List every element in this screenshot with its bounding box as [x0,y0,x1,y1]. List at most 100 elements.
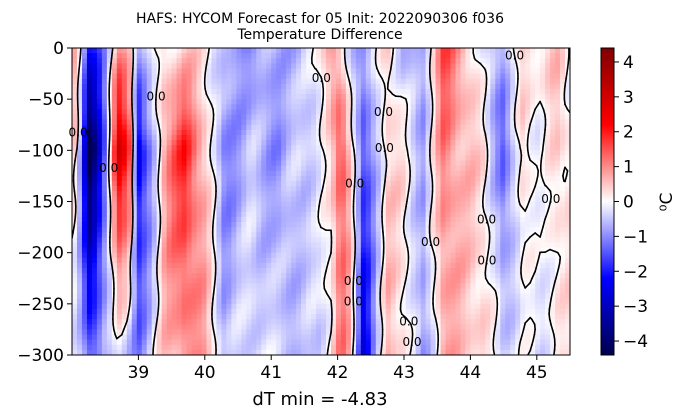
heatmap-cell [196,191,203,197]
heatmap-cell [101,119,108,126]
heatmap-cell [211,73,218,80]
heatmap-cell [286,155,292,162]
heatmap-cell [330,119,337,126]
heatmap-cell [291,201,297,208]
heatmap-cell [355,278,362,284]
heatmap-cell [276,165,282,172]
heatmap-cell [515,232,521,238]
heatmap-cell [146,170,153,177]
heatmap-cell [106,288,113,295]
heatmap-cell [390,88,397,95]
heatmap-cell [161,196,168,203]
heatmap-cell [286,181,292,187]
heatmap-cell [540,257,546,264]
heatmap-cell [500,124,506,131]
heatmap-cell [126,155,133,162]
heatmap-cell [91,237,98,244]
heatmap-cell [390,227,397,233]
heatmap-cell [276,227,282,233]
heatmap-cell [345,278,352,284]
heatmap-cell [495,114,501,121]
heatmap-cell [410,63,417,70]
heatmap-cell [211,48,218,54]
heatmap-cell [261,114,267,121]
heatmap-cell [141,191,148,197]
heatmap-cell [345,257,352,264]
heatmap-cell [400,181,407,187]
heatmap-cell [76,262,83,269]
heatmap-cell [211,293,218,300]
heatmap-cell [86,124,93,131]
heatmap-cell [231,257,237,264]
heatmap-cell [141,53,148,59]
heatmap-cell [141,242,148,249]
heatmap-cell [355,58,362,64]
heatmap-cell [176,257,183,264]
heatmap-cell [345,262,352,269]
heatmap-cell [385,186,392,192]
heatmap-cell [455,88,462,95]
heatmap-cell [415,150,422,157]
heatmap-cell [405,109,412,116]
heatmap-cell [550,216,556,223]
heatmap-cell [266,165,272,172]
heatmap-cell [206,78,213,85]
heatmap-cell [450,216,457,223]
heatmap-cell [525,211,531,218]
heatmap-cell [241,221,247,228]
heatmap-cell [455,170,462,177]
heatmap-cell [445,298,452,305]
heatmap-cell [281,165,287,172]
heatmap-cell [176,211,183,218]
heatmap-cell [141,94,148,100]
heatmap-cell [550,232,556,238]
heatmap-cell [231,78,237,85]
heatmap-cell [176,216,183,223]
heatmap-cell [330,78,337,85]
heatmap-cell [176,73,183,80]
heatmap-cell [311,227,317,233]
heatmap-cell [146,211,153,218]
heatmap-cell [410,160,417,167]
heatmap-cell [151,227,158,233]
heatmap-cell [191,68,198,75]
heatmap-cell [415,242,422,249]
heatmap-cell [515,129,521,136]
heatmap-cell [136,134,143,141]
heatmap-cell [151,170,158,177]
heatmap-cell [166,175,173,182]
heatmap-cell [101,99,108,105]
heatmap-cell [425,257,432,264]
heatmap-cell [365,83,372,90]
heatmap-cell [500,211,506,218]
heatmap-cell [171,160,178,167]
heatmap-cell [430,170,437,177]
heatmap-cell [445,221,452,228]
heatmap-cell [126,170,133,177]
heatmap-cell [176,247,183,254]
heatmap-cell [505,78,511,85]
heatmap-cell [211,257,218,264]
heatmap-cell [550,211,556,218]
heatmap-cell [475,232,481,238]
heatmap-cell [186,134,193,141]
heatmap-cell [291,104,297,110]
heatmap-cell [291,237,297,244]
heatmap-cell [450,242,457,249]
heatmap-cell [365,221,372,228]
heatmap-cell [171,247,178,254]
heatmap-cell [470,181,476,187]
heatmap-cell [545,288,551,295]
heatmap-cell [445,94,452,100]
heatmap-cell [485,160,491,167]
heatmap-cell [166,114,173,121]
heatmap-cell [316,109,322,116]
heatmap-cell [136,104,143,110]
heatmap-cell [286,119,292,126]
heatmap-cell [241,145,247,151]
heatmap-cell [76,94,83,100]
heatmap-cell [535,83,541,90]
heatmap-cell [226,216,232,223]
heatmap-cell [101,206,108,213]
heatmap-cell [116,94,123,100]
